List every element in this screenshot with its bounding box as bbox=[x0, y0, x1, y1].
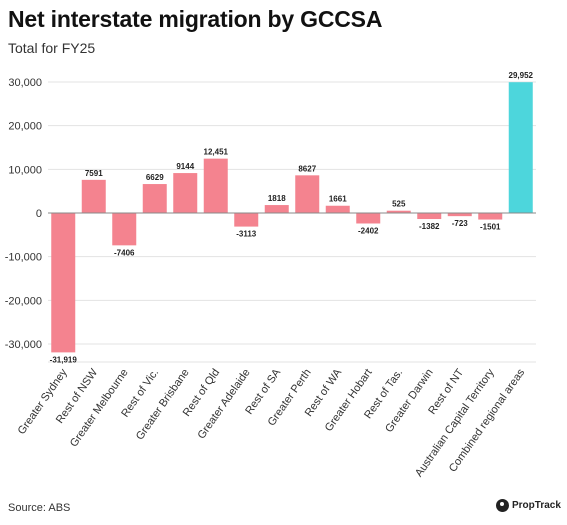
bar bbox=[264, 205, 289, 213]
data-label: -2402 bbox=[358, 226, 379, 235]
bar bbox=[356, 213, 381, 224]
data-label: -723 bbox=[452, 219, 469, 228]
proptrack-logo-icon bbox=[496, 499, 509, 512]
chart-subtitle: Total for FY25 bbox=[8, 40, 96, 56]
bar bbox=[234, 213, 259, 227]
y-tick-label: -10,000 bbox=[5, 252, 42, 264]
data-label: 6629 bbox=[146, 173, 164, 182]
y-tick-label: -20,000 bbox=[5, 295, 42, 307]
y-tick-label: 0 bbox=[36, 208, 42, 220]
data-label: -31,919 bbox=[50, 355, 78, 364]
bar bbox=[508, 82, 533, 214]
bar bbox=[142, 184, 167, 213]
data-label: 525 bbox=[392, 200, 406, 209]
bar bbox=[386, 210, 411, 213]
data-label: -1382 bbox=[419, 222, 440, 231]
bar bbox=[173, 173, 198, 213]
data-label: 1818 bbox=[268, 194, 286, 203]
data-label: 1661 bbox=[329, 195, 347, 204]
bar bbox=[203, 158, 228, 213]
y-tick-label: 10,000 bbox=[8, 164, 42, 176]
data-label: 7591 bbox=[85, 169, 103, 178]
bar bbox=[295, 175, 320, 213]
source-note: Source: ABS bbox=[8, 502, 71, 514]
brand-logo: PropTrack bbox=[496, 499, 561, 512]
data-label: -7406 bbox=[114, 248, 135, 257]
bar bbox=[325, 205, 350, 213]
data-label: 9144 bbox=[176, 162, 194, 171]
y-tick-label: 30,000 bbox=[8, 77, 42, 89]
chart-title: Net interstate migration by GCCSA bbox=[8, 6, 383, 32]
bar bbox=[51, 213, 76, 353]
y-tick-label: -30,000 bbox=[5, 339, 42, 351]
data-label: -3113 bbox=[236, 230, 257, 239]
bar bbox=[81, 179, 106, 213]
bar bbox=[112, 213, 137, 246]
data-label: 12,451 bbox=[204, 148, 229, 157]
data-label: 8627 bbox=[298, 164, 316, 173]
bar bbox=[478, 213, 503, 220]
data-label: -1501 bbox=[480, 223, 501, 232]
bar bbox=[447, 213, 472, 217]
bar bbox=[417, 213, 442, 220]
brand-name: PropTrack bbox=[512, 500, 561, 511]
data-label: 29,952 bbox=[509, 71, 534, 80]
x-tick-label: Greater Sydney bbox=[16, 366, 70, 436]
y-tick-label: 20,000 bbox=[8, 121, 42, 133]
